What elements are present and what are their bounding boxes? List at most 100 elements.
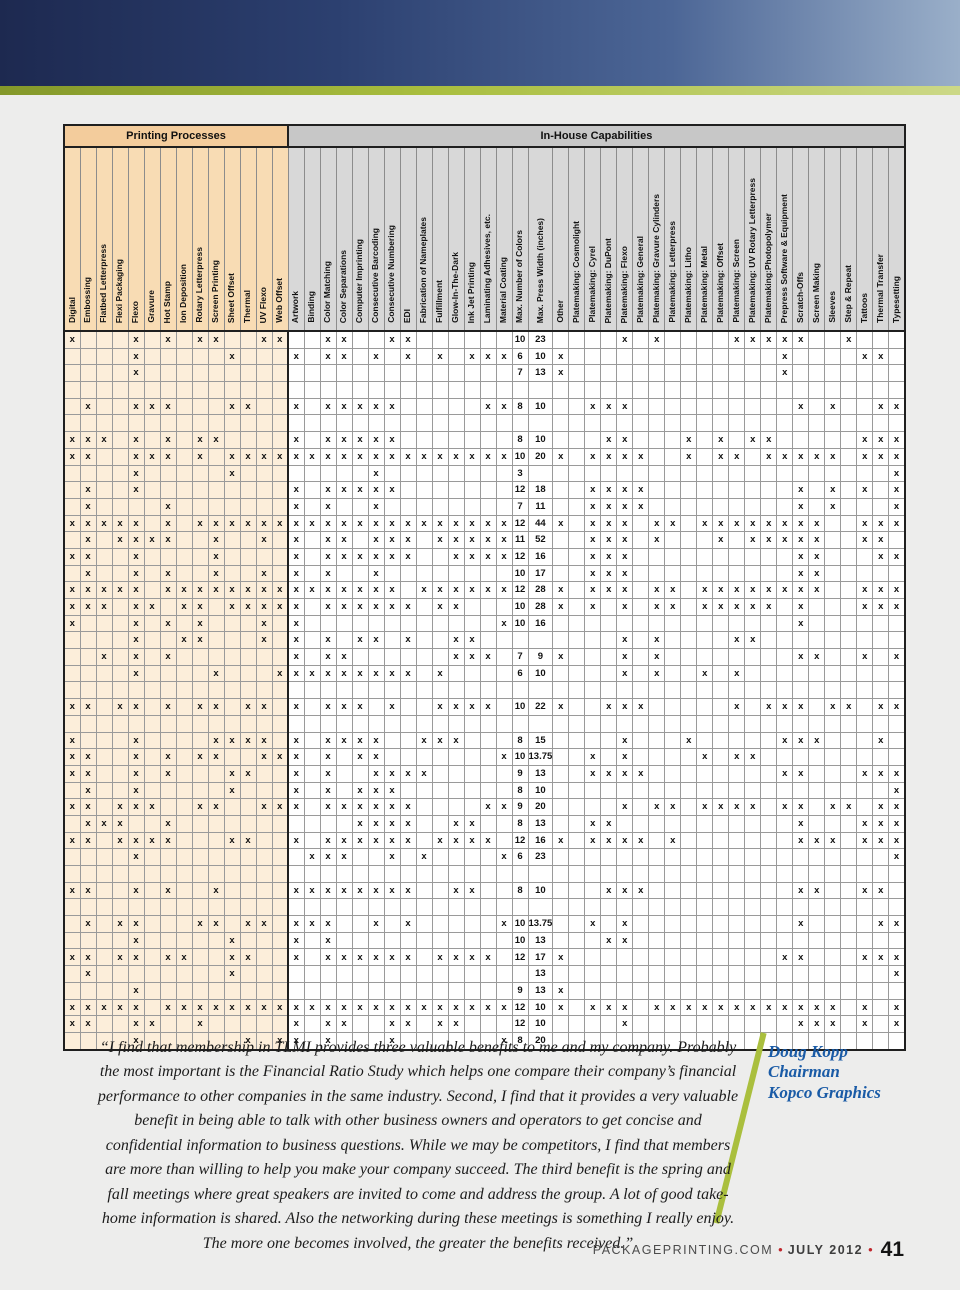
matrix-cell: x [616, 598, 634, 616]
matrix-cell [552, 330, 570, 349]
matrix-cell [239, 330, 257, 349]
matrix-cell [600, 848, 618, 866]
matrix-cell [223, 330, 241, 349]
matrix-cell [776, 431, 794, 449]
matrix-cell: x [127, 881, 145, 900]
matrix-cell [856, 898, 874, 917]
matrix-cell: x [255, 631, 273, 650]
matrix-cell: x [552, 648, 570, 666]
matrix-cell [760, 898, 778, 917]
matrix-cell: x [648, 631, 666, 650]
matrix-cell [447, 347, 465, 366]
matrix-cell: x [463, 831, 481, 850]
matrix-cell [479, 898, 497, 917]
matrix-cell [632, 564, 650, 583]
matrix-cell: x [383, 1015, 401, 1033]
matrix-cell [175, 431, 193, 449]
matrix-cell: x [728, 330, 746, 349]
matrix-cell [255, 881, 273, 900]
matrix-cell [840, 347, 858, 366]
matrix-cell [111, 447, 129, 466]
matrix-cell: x [159, 581, 177, 599]
matrix-cell: x [712, 531, 730, 549]
matrix-cell [175, 648, 193, 666]
matrix-cell [207, 1015, 225, 1033]
matrix-cell [367, 848, 385, 866]
matrix-cell: 10 [511, 447, 529, 466]
matrix-cell: x [447, 698, 465, 716]
matrix-cell [664, 681, 682, 700]
matrix-cell [431, 431, 449, 449]
matrix-cell [600, 748, 618, 766]
matrix-cell [351, 531, 369, 549]
matrix-cell: x [367, 915, 385, 933]
matrix-cell [271, 831, 289, 850]
matrix-cell [744, 781, 762, 800]
matrix-cell [680, 898, 698, 917]
matrix-cell: x [335, 648, 353, 666]
matrix-cell [584, 614, 602, 633]
matrix-cell [776, 981, 794, 1000]
matrix-cell: 10 [511, 598, 529, 616]
matrix-cell [351, 915, 369, 933]
matrix-cell [95, 531, 113, 549]
table-group-header: Printing Processes [63, 124, 289, 148]
column-header: Platemaking: Letterpress [664, 146, 682, 332]
matrix-cell [287, 965, 305, 983]
matrix-cell: 13 [527, 814, 554, 833]
matrix-cell: x [255, 731, 273, 750]
matrix-cell [383, 865, 401, 883]
matrix-cell: x [792, 998, 810, 1017]
matrix-cell [303, 531, 321, 549]
matrix-cell: x [351, 447, 369, 466]
matrix-cell [648, 481, 666, 499]
matrix-cell [584, 881, 602, 900]
matrix-cell [632, 681, 650, 700]
matrix-cell: x [159, 948, 177, 967]
column-header: Platemaking: UV Rotary Letterpress [744, 146, 762, 332]
matrix-cell [159, 865, 177, 883]
matrix-cell: x [383, 1031, 401, 1051]
matrix-cell [415, 547, 433, 566]
matrix-cell [744, 731, 762, 750]
matrix-cell: x [303, 447, 321, 466]
matrix-cell [159, 464, 177, 483]
matrix-cell: x [399, 764, 417, 783]
matrix-cell [271, 381, 289, 399]
matrix-cell: x [319, 781, 337, 800]
matrix-cell: x [79, 431, 97, 449]
matrix-cell [568, 981, 586, 1000]
matrix-cell [479, 481, 497, 499]
matrix-cell: 11 [527, 497, 554, 516]
matrix-cell [175, 898, 193, 917]
matrix-cell: x [367, 347, 385, 366]
matrix-cell: x [271, 598, 289, 616]
matrix-cell: 9 [511, 981, 529, 1000]
matrix-cell: x [600, 581, 618, 599]
matrix-cell: x [223, 347, 241, 366]
matrix-cell [632, 664, 650, 683]
matrix-cell [712, 681, 730, 700]
column-header: Tattoos [856, 146, 874, 332]
matrix-cell: x [888, 848, 906, 866]
matrix-cell: x [888, 481, 906, 499]
matrix-cell [255, 681, 273, 700]
matrix-cell: x [63, 447, 81, 466]
matrix-cell: x [319, 447, 337, 466]
matrix-cell: x [383, 881, 401, 900]
matrix-cell: x [383, 998, 401, 1017]
matrix-cell [63, 464, 81, 483]
matrix-cell [824, 915, 842, 933]
matrix-cell: x [728, 998, 746, 1017]
matrix-cell [191, 965, 209, 983]
matrix-cell [776, 414, 794, 433]
matrix-cell [728, 948, 746, 967]
matrix-cell: x [383, 698, 401, 716]
matrix-cell [415, 948, 433, 967]
matrix-cell [399, 781, 417, 800]
matrix-cell [616, 948, 634, 967]
matrix-cell: x [95, 648, 113, 666]
matrix-cell [696, 547, 714, 566]
matrix-cell: x [239, 447, 257, 466]
matrix-cell [415, 798, 433, 816]
